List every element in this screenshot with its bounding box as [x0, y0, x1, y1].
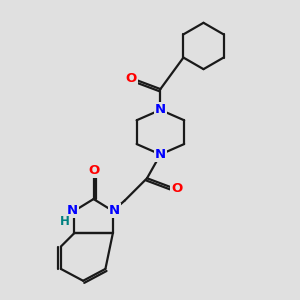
- Text: O: O: [88, 164, 99, 177]
- Text: N: N: [67, 204, 78, 218]
- Text: N: N: [109, 204, 120, 218]
- Text: N: N: [155, 103, 166, 116]
- Text: H: H: [60, 215, 70, 228]
- Text: O: O: [171, 182, 182, 195]
- Text: O: O: [126, 72, 137, 85]
- Text: N: N: [155, 148, 166, 161]
